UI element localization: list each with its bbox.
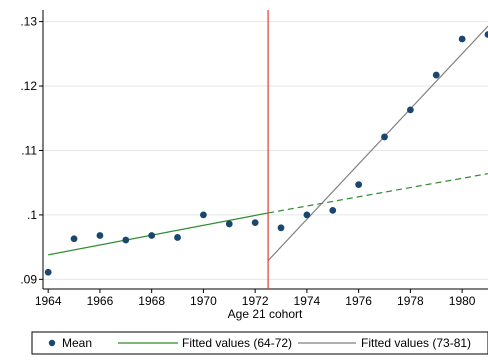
lines-layer [48, 10, 488, 289]
scatter-point [122, 236, 130, 244]
scatter-point [44, 268, 52, 276]
fit-line-early-solid [48, 212, 269, 256]
ticks-layer: .09 .1 .11 .12 .13 1964 1966 1968 1970 1972 1974 19… [20, 15, 475, 308]
x-tick-label: 1972 [242, 294, 269, 308]
x-tick-label: 1968 [138, 294, 165, 308]
scatter-point [329, 206, 337, 214]
scatter-point [96, 232, 104, 239]
x-tick-label: 1964 [35, 294, 62, 308]
x-axis-title: Age 21 cohort [228, 307, 303, 321]
grid-layer [43, 21, 488, 280]
scatter-point [225, 220, 233, 228]
legend-marker-mean [48, 339, 56, 347]
scatter-point [484, 31, 488, 38]
legend-box [31, 331, 488, 355]
scatter-point [406, 106, 414, 114]
scatter-point [70, 235, 78, 243]
y-tick-label: .12 [20, 79, 37, 93]
scatter-point [432, 71, 440, 79]
x-tick-label: 1980 [449, 294, 476, 308]
x-tick-label: 1978 [397, 294, 424, 308]
y-tick-label: .1 [27, 208, 37, 222]
fit-line-late [267, 25, 488, 262]
x-tick-label: 1974 [294, 294, 321, 308]
scatter-point [355, 181, 363, 189]
legend: Mean Fitted values (64-72) Fitted values… [31, 331, 488, 355]
scatter-point [458, 35, 466, 43]
legend-label-mean: Mean [62, 336, 92, 350]
fit-line-early-dashed [267, 173, 488, 214]
y-tick-label: .09 [20, 272, 37, 286]
legend-label-fit-early: Fitted values (64-72) [182, 336, 292, 350]
axes-layer [42, 10, 488, 290]
y-tick-label: .13 [20, 15, 37, 29]
x-tick-label: 1970 [190, 294, 217, 308]
scatter-point [381, 133, 388, 141]
points-layer [44, 31, 488, 276]
scatter-point [200, 211, 207, 219]
scatter-point [303, 211, 311, 219]
scatter-point [148, 232, 156, 239]
x-tick-label: 1966 [87, 294, 114, 308]
scatter-point [277, 224, 285, 232]
x-tick-label: 1976 [345, 294, 372, 308]
scatter-point [251, 219, 259, 227]
legend-label-fit-late: Fitted values (73-81) [361, 336, 471, 350]
scatter-point [174, 234, 181, 241]
y-tick-label: .11 [21, 143, 37, 157]
